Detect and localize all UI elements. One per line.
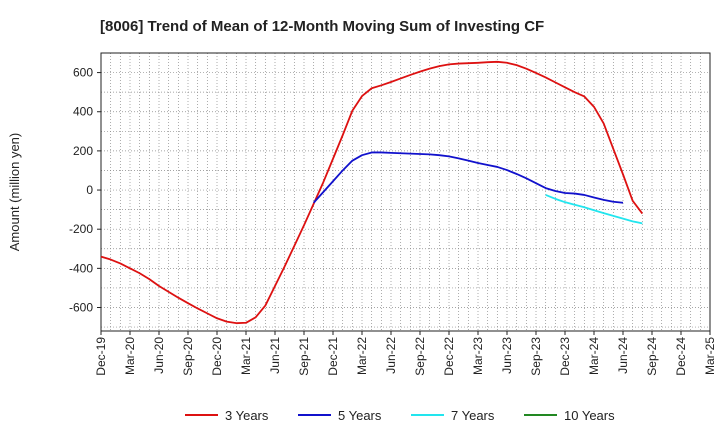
x-tick-label: Dec-21 — [326, 337, 340, 376]
series-line-7-years — [545, 194, 643, 225]
y-tick-label: 0 — [86, 183, 93, 197]
x-tick-label: Jun-20 — [152, 337, 166, 374]
y-tick-label: 400 — [73, 105, 93, 119]
y-tick-label: 600 — [73, 66, 93, 80]
x-tick-label: Sep-20 — [181, 337, 195, 376]
y-tick-label: -600 — [69, 301, 93, 315]
x-tick-label: Dec-19 — [94, 337, 108, 376]
x-tick-label: Sep-22 — [413, 337, 427, 376]
y-axis-label: Amount (million yen) — [7, 133, 22, 252]
x-tick-label: Jun-23 — [500, 337, 514, 374]
legend-label: 7 Years — [451, 408, 495, 423]
x-axis: Dec-19 Mar-20 Jun-20 Sep-20 Dec-20 Mar-21 Jun-… — [94, 331, 717, 376]
x-tick-label: Sep-23 — [529, 337, 543, 376]
legend: 3 Years 5 Years 7 Years 10 Years — [185, 408, 615, 423]
grid — [100, 52, 711, 331]
x-tick-label: Mar-23 — [471, 337, 485, 375]
x-tick-label: Dec-24 — [674, 337, 688, 376]
series-line-3-years — [100, 60, 644, 325]
series-lines — [100, 60, 644, 325]
x-tick-label: Mar-25 — [703, 337, 717, 375]
x-tick-label: Sep-24 — [645, 337, 659, 376]
plot-area — [100, 52, 711, 332]
x-tick-label: Jun-22 — [384, 337, 398, 374]
x-tick-label: Sep-21 — [297, 337, 311, 376]
x-tick-label: Jun-21 — [268, 337, 282, 374]
x-tick-label: Mar-20 — [123, 337, 137, 375]
x-tick-label: Dec-22 — [442, 337, 456, 376]
x-tick-label: Mar-21 — [239, 337, 253, 375]
y-axis: -600 -400 -200 0 200 400 600 — [69, 66, 101, 315]
legend-label: 3 Years — [225, 408, 269, 423]
x-tick-label: Mar-24 — [587, 337, 601, 375]
x-tick-label: Dec-20 — [210, 337, 224, 376]
y-tick-label: 200 — [73, 144, 93, 158]
legend-label: 5 Years — [338, 408, 382, 423]
x-tick-label: Jun-24 — [616, 337, 630, 374]
chart-title: [8006] Trend of Mean of 12-Month Moving … — [100, 18, 544, 35]
y-tick-label: -400 — [69, 261, 93, 275]
x-tick-label: Dec-23 — [558, 337, 572, 376]
y-tick-label: -200 — [69, 222, 93, 236]
x-tick-label: Mar-22 — [355, 337, 369, 375]
series-line-5-years — [313, 151, 624, 204]
legend-label: 10 Years — [564, 408, 615, 423]
